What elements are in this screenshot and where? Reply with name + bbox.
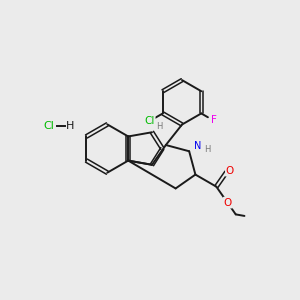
Text: Cl: Cl [144,116,155,126]
Text: Cl: Cl [43,122,54,131]
Text: H: H [156,122,162,131]
Text: O: O [224,198,232,208]
Text: N: N [194,141,201,151]
Text: H: H [66,122,75,131]
Text: F: F [211,116,217,125]
Text: O: O [226,166,234,176]
Text: N: N [147,118,154,128]
Text: H: H [204,145,210,154]
